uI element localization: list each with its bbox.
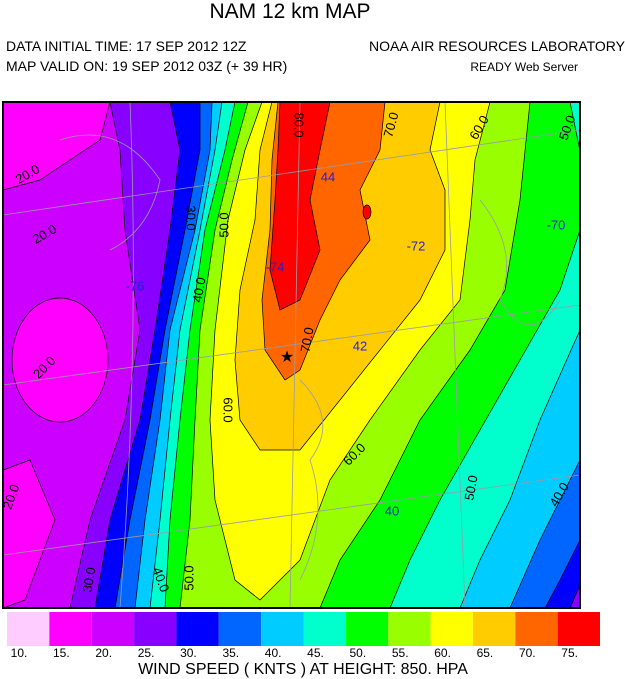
colorbar-swatch	[134, 612, 177, 646]
initial-time: DATA INITIAL TIME: 17 SEP 2012 12Z	[6, 38, 247, 54]
grid-label: 42	[353, 338, 367, 353]
footer: WIND SPEED ( KNTS ) AT HEIGHT: 850. HPA	[138, 661, 468, 678]
colorbar-label: 50.	[350, 646, 367, 660]
grid-label: 44	[321, 169, 335, 184]
colorbar-label: 55.	[392, 646, 409, 660]
map-labels: 80.0 70.0 60.0 50.020.020.030.0 50.040.020.0…	[0, 111, 578, 595]
server: READY Web Server	[470, 60, 578, 74]
location-star: ★	[280, 349, 294, 366]
colorbar-label: 70.	[519, 646, 536, 660]
colorbar-swatch	[472, 612, 516, 646]
contour-label: 50.0	[181, 565, 196, 590]
grid-label: -70	[547, 217, 566, 232]
colorbar-swatch	[176, 612, 219, 646]
colorbar-label: 35.	[222, 646, 239, 660]
colorbar-label: 60.	[434, 646, 451, 660]
colorbar-label: 10.	[11, 646, 28, 660]
contour-label: 40.0	[189, 276, 208, 304]
colorbar-label: 15.	[53, 646, 70, 660]
contour-label: 80.0	[292, 112, 307, 137]
colorbar-swatch	[557, 612, 600, 646]
grid-label: 40	[385, 503, 399, 518]
colorbar-label: 25.	[138, 646, 155, 660]
colorbar-label: 20.	[95, 646, 112, 660]
contour-label: 60.0	[221, 397, 236, 422]
colorbar-swatch	[91, 612, 135, 646]
colorbar-label: 75.	[561, 646, 578, 660]
colorbar-swatch	[261, 612, 304, 646]
colorbar: 10. 15. 20. 25. 30. 35. 40. 45. 50. 55. 60. 65. 70. 7…	[7, 612, 600, 660]
colorbar-swatch	[345, 612, 389, 646]
colorbar-label: 65.	[477, 646, 494, 660]
colorbar-swatch	[218, 612, 262, 646]
contour-label: 50.0	[216, 212, 231, 237]
colorbar-label: 40.	[265, 646, 282, 660]
valid-time: MAP VALID ON: 19 SEP 2012 03Z (+ 39 HR)	[6, 58, 287, 74]
colorbar-swatch	[303, 612, 346, 646]
colorbar-label: 45.	[307, 646, 324, 660]
colorbar-swatch	[515, 612, 558, 646]
grid-label: -74	[266, 259, 285, 274]
map-frame	[2, 101, 581, 609]
contour-label: 70.0	[297, 326, 316, 354]
colorbar-swatch	[388, 612, 431, 646]
contour-label: 70.0	[380, 111, 401, 139]
colorbar-swatch	[49, 612, 92, 646]
grid-label: -76	[126, 278, 145, 293]
colorbar-swatch	[430, 612, 473, 646]
colorbar-swatch	[7, 612, 50, 646]
title: NAM 12 km MAP	[209, 0, 370, 23]
grid-label: -72	[407, 238, 426, 253]
contour-label: 50.0	[461, 474, 480, 502]
map-field	[3, 102, 580, 608]
organization: NOAA AIR RESOURCES LABORATORY	[369, 38, 625, 54]
contour-label: 30.0	[184, 205, 199, 230]
contour-label: 30.0	[79, 566, 98, 594]
colorbar-label: 30.	[180, 646, 197, 660]
